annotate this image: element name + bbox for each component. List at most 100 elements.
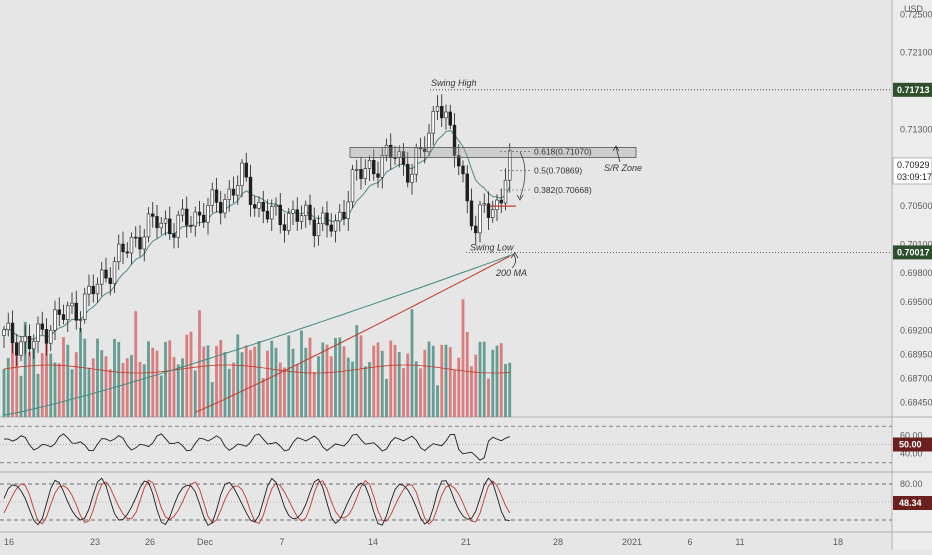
candle-body xyxy=(465,173,469,202)
volume-bar xyxy=(32,342,36,417)
price-tick-label: 0.72100 xyxy=(900,48,932,58)
volume-bar xyxy=(474,354,478,417)
volume-bar xyxy=(402,368,405,417)
volume-bar xyxy=(151,347,155,417)
rsi-value-badge xyxy=(893,437,932,452)
candle-body xyxy=(210,189,214,206)
ma-teal-line xyxy=(3,253,515,416)
candle-body xyxy=(278,204,282,226)
stoch-d-line xyxy=(3,479,511,525)
volume-bar xyxy=(66,344,70,417)
volume-bar xyxy=(278,362,282,417)
volume-bar xyxy=(329,356,333,417)
candle-body xyxy=(70,302,74,307)
fib-level-label: 0.382(0.70668) xyxy=(534,185,592,195)
annotations: S/R Zone 200 MA xyxy=(495,145,642,278)
volume-bar xyxy=(11,336,14,417)
candle-body xyxy=(32,341,36,350)
volume-bar xyxy=(198,310,201,417)
stoch-pane xyxy=(0,477,892,526)
candle-body xyxy=(180,208,185,216)
current-price-badge xyxy=(892,157,932,185)
candle-body xyxy=(223,199,227,214)
candle-body xyxy=(427,132,431,152)
volume-bar xyxy=(49,353,53,417)
stoch-k-line xyxy=(3,477,510,526)
volume-bar xyxy=(440,344,444,417)
rsi-tick-label: 40.00 xyxy=(900,449,923,459)
rsi-value: 50.00 xyxy=(899,440,922,450)
time-tick-label: 11 xyxy=(735,537,744,547)
volume-bar xyxy=(287,335,291,417)
volume-bar xyxy=(125,358,129,417)
candle-body xyxy=(197,211,202,216)
price-tick-label: 0.70500 xyxy=(900,201,932,211)
candle-body xyxy=(367,160,372,169)
volume-bar xyxy=(461,299,465,417)
volume-bar xyxy=(487,378,490,417)
volume-bar xyxy=(283,367,286,417)
volume-bar xyxy=(351,361,354,417)
candle-body xyxy=(299,215,304,222)
volume-bar xyxy=(448,347,452,417)
candle-body xyxy=(74,302,78,321)
candle-body xyxy=(329,224,333,232)
sma200-line xyxy=(195,255,511,413)
candle-body xyxy=(185,208,189,226)
candle-body xyxy=(91,285,95,295)
candle-body xyxy=(23,335,27,343)
candle-body xyxy=(410,173,414,183)
candle-body xyxy=(333,220,338,232)
candle-body xyxy=(342,211,346,219)
volume-bar xyxy=(130,355,133,417)
volume-bar xyxy=(193,370,197,417)
volume-bar xyxy=(244,345,248,417)
volume-bar xyxy=(53,362,57,417)
ma200-arrow-head xyxy=(510,252,519,259)
volume-bar xyxy=(23,321,27,417)
volume-bar xyxy=(495,345,499,417)
volume-bar xyxy=(414,361,418,417)
volume-bar xyxy=(482,341,486,417)
moving-averages xyxy=(3,129,515,416)
volume-bar xyxy=(159,375,163,417)
price-tick-label: 0.68950 xyxy=(900,350,932,360)
volume-bar xyxy=(189,331,193,417)
candle-body xyxy=(138,237,142,250)
volume-bar xyxy=(304,347,308,417)
candle-body xyxy=(418,147,423,150)
fib-arrow xyxy=(519,151,526,199)
candle-body xyxy=(257,202,261,209)
candle-body xyxy=(270,206,274,220)
candle-body xyxy=(495,199,499,210)
volume-bar xyxy=(346,357,350,417)
fib-level-label: 0.618(0.71070) xyxy=(534,146,592,156)
candle-body xyxy=(53,309,57,331)
candle-body xyxy=(338,211,342,222)
volume-bar xyxy=(257,341,261,417)
candle-body xyxy=(40,323,44,330)
volume-bar xyxy=(223,352,227,417)
candle-body xyxy=(431,111,435,134)
time-tick-label: 6 xyxy=(687,537,692,547)
volume-bar xyxy=(96,338,99,417)
volume-bar xyxy=(334,337,337,417)
volume-bar xyxy=(397,352,401,417)
volume-bar xyxy=(270,340,274,417)
price-tick-label: 0.68700 xyxy=(900,374,932,384)
time-tick-label: 23 xyxy=(90,537,100,547)
candle-body xyxy=(406,163,410,183)
stoch-value-badge xyxy=(893,495,932,510)
candle-body xyxy=(227,188,231,200)
candle-body xyxy=(474,225,478,234)
volume-bar xyxy=(219,339,223,417)
rsi-tick-label: 60.00 xyxy=(900,430,923,440)
sr-zone-box xyxy=(349,147,637,158)
currency-label: USD xyxy=(904,4,924,14)
volume-bar xyxy=(40,353,44,417)
volume-bar xyxy=(206,345,210,417)
axes: USD0.725000.721000.713000.705000.701000.… xyxy=(4,4,932,547)
candle-body xyxy=(19,341,23,356)
